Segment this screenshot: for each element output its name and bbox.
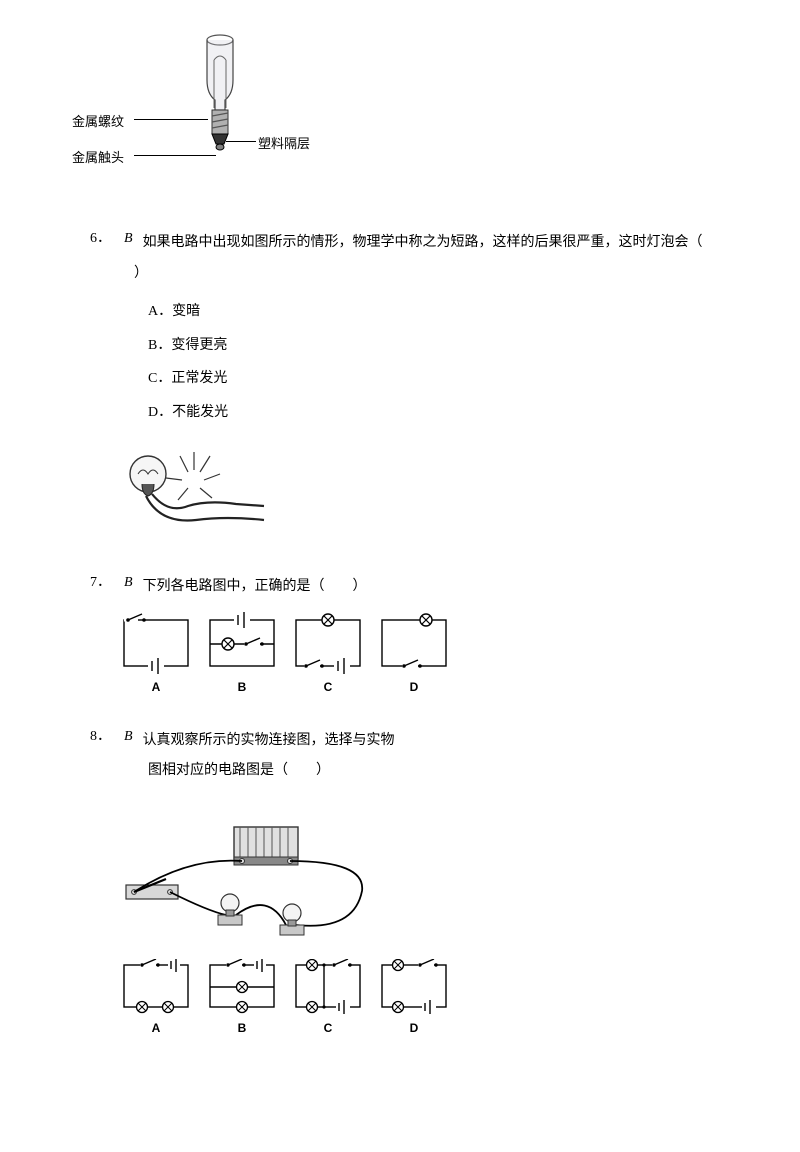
q6-text: 如果电路中出现如图所示的情形，物理学中称之为短路，这样的后果很严重，这时灯泡会（ (143, 228, 750, 259)
q6-options: A．变暗 B．变得更亮 C．正常发光 D．不能发光 (148, 295, 750, 429)
question-7: 7． B 下列各电路图中，正确的是（ ） A (90, 572, 750, 698)
label-screw: 金属螺纹 (72, 112, 124, 133)
q7-circuit-b: B (204, 612, 280, 697)
q7-stem: 7． B 下列各电路图中，正确的是（ ） (90, 572, 750, 603)
q6-close: ） (134, 263, 750, 285)
q8-label-d: D (376, 1019, 452, 1038)
leader-contact (134, 155, 216, 156)
q8-label-b: B (204, 1019, 280, 1038)
q7-circuit-d: D (376, 612, 452, 697)
q8-image (118, 821, 750, 951)
leader-insulator (226, 141, 256, 142)
question-8: 8． B 认真观察所示的实物连接图，选择与实物 图相对应的电路图是（ ） (90, 726, 750, 1039)
q7-circuits: A B (118, 612, 750, 697)
q6-stem: 6． B 如果电路中出现如图所示的情形，物理学中称之为短路，这样的后果很严重，这… (90, 228, 750, 259)
bulb-diagram: 金属螺纹 金属触头 塑料隔层 (80, 20, 320, 200)
q6-opt-a: A．变暗 (148, 295, 750, 329)
q8-line2: 图相对应的电路图是（ ） (148, 756, 750, 787)
q6-number: 6． (90, 228, 124, 250)
q6-opt-c: C．正常发光 (148, 362, 750, 396)
q7-label-a: A (118, 678, 194, 697)
label-contact: 金属触头 (72, 148, 124, 169)
q8-label-c: C (290, 1019, 366, 1038)
q8-label-a: A (118, 1019, 194, 1038)
q7-circuit-a: A (118, 612, 194, 697)
q8-circuit-a: A (118, 959, 194, 1038)
q8-number: 8． (90, 726, 124, 748)
q7-tag: B (124, 572, 133, 594)
q6-tag: B (124, 228, 133, 250)
q7-label-b: B (204, 678, 280, 697)
q6-opt-b: B．变得更亮 (148, 329, 750, 363)
q8-circuit-b: B (204, 959, 280, 1038)
label-insulator: 塑料隔层 (258, 134, 310, 155)
q7-text: 下列各电路图中，正确的是（ ） (143, 572, 750, 603)
q8-circuits: A B (118, 959, 750, 1038)
q7-label-d: D (376, 678, 452, 697)
q8-stem: 8． B 认真观察所示的实物连接图，选择与实物 (90, 726, 750, 757)
q7-circuit-c: C (290, 612, 366, 697)
q8-tag: B (124, 726, 133, 748)
q7-number: 7． (90, 572, 124, 594)
bulb-svg (190, 30, 250, 170)
q8-line1: 认真观察所示的实物连接图，选择与实物 (143, 726, 750, 757)
q8-circuit-c: C (290, 959, 366, 1038)
q8-circuit-d: D (376, 959, 452, 1038)
q7-label-c: C (290, 678, 366, 697)
leader-screw (134, 119, 208, 120)
question-6: 6． B 如果电路中出现如图所示的情形，物理学中称之为短路，这样的后果很严重，这… (90, 228, 750, 544)
q6-image (118, 444, 750, 544)
q6-opt-d: D．不能发光 (148, 396, 750, 430)
